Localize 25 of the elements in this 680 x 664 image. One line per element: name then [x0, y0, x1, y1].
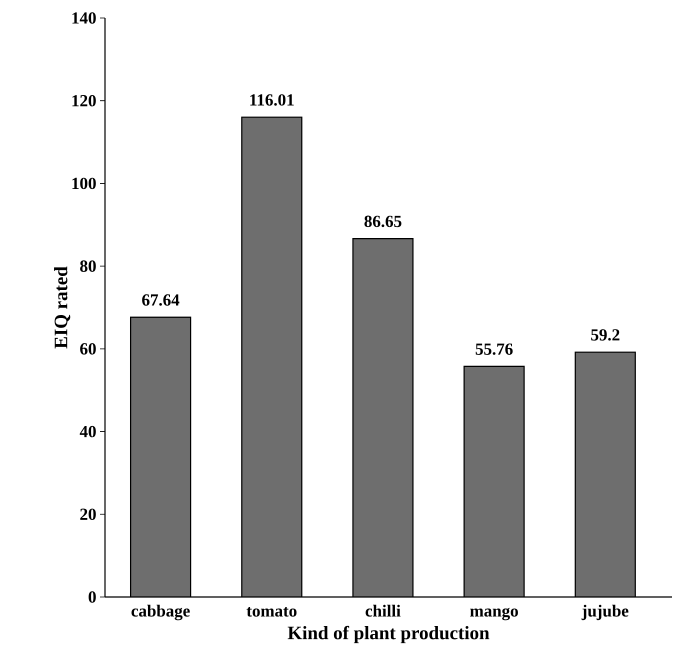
data-label: 59.2 [591, 329, 620, 341]
data-label: 67.64 [142, 294, 180, 306]
data-label: 116.01 [250, 94, 294, 106]
y-tick-label: 40 [80, 426, 96, 438]
y-axis-title: EIQ rated [54, 266, 70, 348]
bar [574, 352, 636, 597]
data-label: 55.76 [476, 343, 513, 355]
bar [242, 117, 302, 597]
x-axis-title: Kind of plant production [288, 626, 490, 644]
y-tick-label: 60 [80, 343, 96, 355]
y-tick-label: 140 [72, 12, 96, 24]
bar [464, 366, 524, 597]
x-tick-label: cabbage [132, 604, 190, 620]
y-tick-label: 100 [72, 178, 96, 190]
y-tick-label: 20 [80, 508, 96, 520]
bar [130, 317, 191, 597]
x-tick-label: tomato [246, 606, 297, 617]
y-tick-label: 0 [88, 591, 96, 603]
x-tick-label: jujube [582, 604, 628, 620]
y-tick-label: 120 [72, 94, 96, 106]
data-label: 86.65 [364, 216, 402, 228]
x-tick-label: mango [470, 608, 518, 620]
x-tick-label: chilli [366, 604, 401, 617]
bar [352, 238, 413, 597]
y-tick-label: 80 [80, 260, 96, 272]
